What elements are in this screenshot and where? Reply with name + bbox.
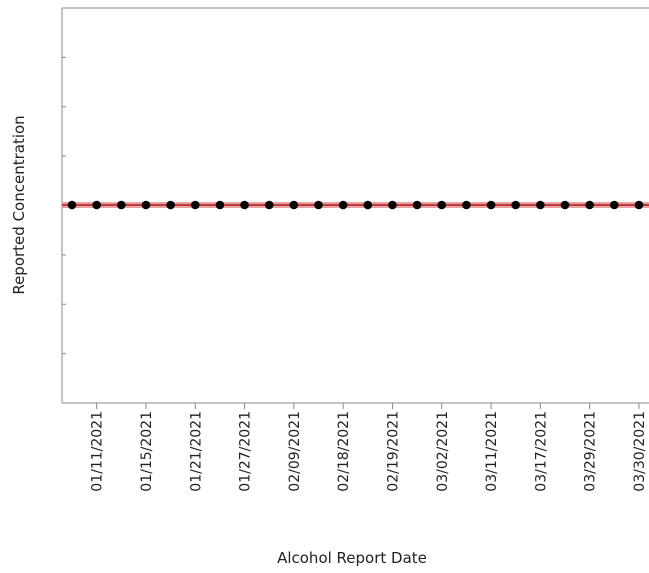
x-tick-label: 03/11/2021	[484, 411, 500, 492]
data-point	[314, 200, 323, 210]
x-tick-label: 03/02/2021	[435, 411, 451, 492]
data-point	[412, 200, 422, 210]
data-point	[67, 200, 77, 210]
x-tick-label: 01/15/2021	[139, 411, 155, 492]
data-point	[610, 200, 619, 210]
data-point	[437, 200, 447, 210]
data-point	[560, 200, 570, 210]
x-tick-label: 03/17/2021	[533, 411, 549, 492]
data-point	[264, 200, 274, 210]
x-tick-label: 01/21/2021	[188, 411, 204, 492]
y-axis-title: Reported Concentration	[10, 115, 28, 294]
data-point	[289, 200, 299, 210]
data-point	[92, 200, 101, 210]
data-point	[190, 200, 200, 210]
data-point	[240, 200, 249, 210]
series	[62, 200, 649, 210]
data-point	[536, 200, 545, 210]
x-ticks	[96, 403, 640, 409]
x-axis-title: Alcohol Report Date	[277, 549, 427, 567]
x-tick-label: 03/30/2021	[632, 411, 648, 492]
x-tick-labels: 01/11/2021 01/15/2021 01/21/2021 01/27/2021…	[90, 411, 648, 492]
x-tick-label: 02/09/2021	[287, 411, 303, 492]
x-tick-label: 02/18/2021	[336, 411, 352, 492]
data-point	[363, 200, 373, 210]
x-tick-label: 01/27/2021	[238, 411, 254, 492]
data-point	[338, 200, 348, 210]
x-tick-label: 03/29/2021	[583, 411, 599, 492]
data-point	[117, 200, 126, 210]
data-point	[634, 200, 644, 210]
data-point	[462, 200, 471, 210]
data-point	[388, 200, 397, 210]
x-tick-label: 01/11/2021	[90, 411, 106, 492]
data-point	[585, 200, 594, 210]
data-point	[215, 200, 225, 210]
data-point	[511, 200, 520, 210]
data-point	[486, 200, 496, 210]
data-point	[166, 200, 175, 210]
data-point	[141, 200, 151, 210]
x-tick-label: 02/19/2021	[385, 411, 401, 492]
